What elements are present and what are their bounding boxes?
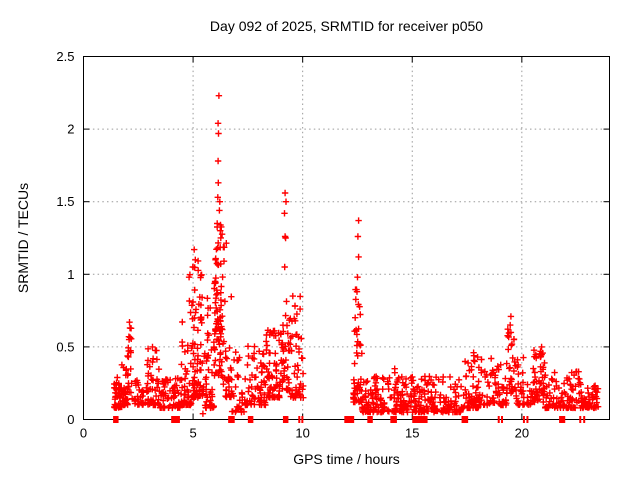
zero-value-mark [171, 416, 180, 423]
zero-value-mark [412, 416, 428, 423]
zero-value-mark [497, 416, 500, 423]
zero-value-mark [247, 416, 254, 423]
zero-value-mark [559, 416, 566, 423]
x-tick-label: 20 [515, 426, 529, 441]
zero-value-mark [579, 416, 582, 423]
x-tick-label: 15 [405, 426, 419, 441]
x-tick-label: 10 [295, 426, 309, 441]
y-tick-label: 1 [67, 267, 74, 282]
y-tick-label: 0.5 [56, 339, 74, 354]
zero-value-mark [583, 416, 586, 423]
x-axis-label: GPS time / hours [293, 451, 400, 467]
plot-border [83, 56, 610, 420]
zero-value-mark [501, 416, 504, 423]
zero-value-mark [390, 416, 397, 423]
zero-value-mark [344, 416, 355, 423]
zero-value-marks-layer [113, 416, 586, 423]
zero-value-mark [301, 416, 304, 423]
x-tick-label: 0 [80, 426, 87, 441]
srmtid-plus-markers [111, 92, 602, 417]
zero-value-mark [282, 416, 289, 423]
y-axis-label: SRMTID / TECUs [15, 183, 31, 293]
axis-ticks [83, 56, 610, 420]
zero-value-mark [526, 416, 529, 423]
y-tick-label: 0 [67, 412, 74, 427]
y-tick-label: 2.5 [56, 49, 74, 64]
x-tick-label: 5 [189, 426, 196, 441]
data-points-layer [111, 92, 602, 417]
zero-value-mark [522, 416, 525, 423]
zero-value-mark [228, 416, 235, 423]
grid-lines [83, 56, 610, 420]
chart-title: Day 092 of 2025, SRMTID for receiver p05… [210, 18, 483, 34]
y-tick-label: 2 [67, 122, 74, 137]
zero-value-mark [367, 416, 373, 423]
y-tick-label: 1.5 [56, 194, 74, 209]
tick-labels: 0 5 10 15 20 0 0.5 1 1.5 2 2.5 [56, 49, 529, 441]
zero-value-mark [461, 416, 469, 423]
zero-value-mark [113, 416, 119, 423]
zero-value-mark [298, 416, 301, 423]
